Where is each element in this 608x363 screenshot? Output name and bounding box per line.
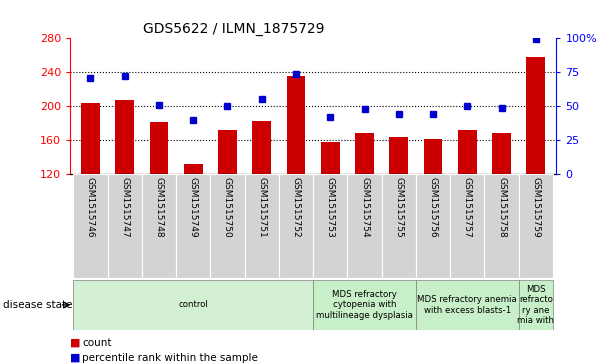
Bar	[150, 122, 168, 174]
Text: MDS
refracto
ry ane
mia with: MDS refracto ry ane mia with	[517, 285, 554, 325]
Bar	[81, 103, 100, 174]
Bar	[279, 174, 313, 278]
Bar	[458, 130, 477, 174]
Bar	[74, 280, 313, 330]
Text: GSM1515757: GSM1515757	[463, 178, 472, 238]
Bar	[450, 174, 485, 278]
Bar	[424, 139, 443, 174]
Text: count: count	[82, 338, 112, 348]
Bar	[176, 174, 210, 278]
Bar	[519, 280, 553, 330]
Bar	[492, 133, 511, 174]
Text: GSM1515758: GSM1515758	[497, 178, 506, 238]
Text: GSM1515748: GSM1515748	[154, 178, 164, 238]
Text: percentile rank within the sample: percentile rank within the sample	[82, 352, 258, 363]
Bar	[142, 174, 176, 278]
Bar	[485, 174, 519, 278]
Bar	[416, 280, 519, 330]
Bar	[321, 142, 340, 174]
Bar	[416, 174, 450, 278]
Bar	[252, 121, 271, 174]
Bar	[74, 174, 108, 278]
Bar	[313, 280, 416, 330]
Bar	[286, 76, 305, 174]
Text: GSM1515746: GSM1515746	[86, 178, 95, 238]
Bar	[355, 133, 374, 174]
Text: GSM1515747: GSM1515747	[120, 178, 130, 238]
Text: control: control	[178, 301, 208, 309]
Text: GSM1515756: GSM1515756	[429, 178, 438, 238]
Text: GSM1515752: GSM1515752	[291, 178, 300, 238]
Text: GSM1515754: GSM1515754	[360, 178, 369, 238]
Text: GDS5622 / ILMN_1875729: GDS5622 / ILMN_1875729	[143, 22, 325, 36]
Bar	[218, 130, 237, 174]
Text: GSM1515751: GSM1515751	[257, 178, 266, 238]
Text: MDS refractory anemia
with excess blasts-1: MDS refractory anemia with excess blasts…	[417, 295, 517, 315]
Text: ■: ■	[70, 352, 80, 363]
Text: GSM1515759: GSM1515759	[531, 178, 541, 238]
Bar	[389, 137, 408, 174]
Bar	[313, 174, 347, 278]
Bar	[108, 174, 142, 278]
Text: MDS refractory
cytopenia with
multilineage dysplasia: MDS refractory cytopenia with multilinea…	[316, 290, 413, 320]
Text: disease state: disease state	[3, 300, 72, 310]
Text: GSM1515750: GSM1515750	[223, 178, 232, 238]
Text: ■: ■	[70, 338, 80, 348]
Bar	[527, 57, 545, 174]
Text: GSM1515749: GSM1515749	[188, 178, 198, 238]
Bar	[519, 174, 553, 278]
Text: GSM1515753: GSM1515753	[326, 178, 335, 238]
Text: GSM1515755: GSM1515755	[394, 178, 403, 238]
Bar	[210, 174, 244, 278]
Bar	[116, 100, 134, 174]
Bar	[382, 174, 416, 278]
Bar	[184, 164, 202, 174]
Bar	[244, 174, 279, 278]
Bar	[347, 174, 382, 278]
